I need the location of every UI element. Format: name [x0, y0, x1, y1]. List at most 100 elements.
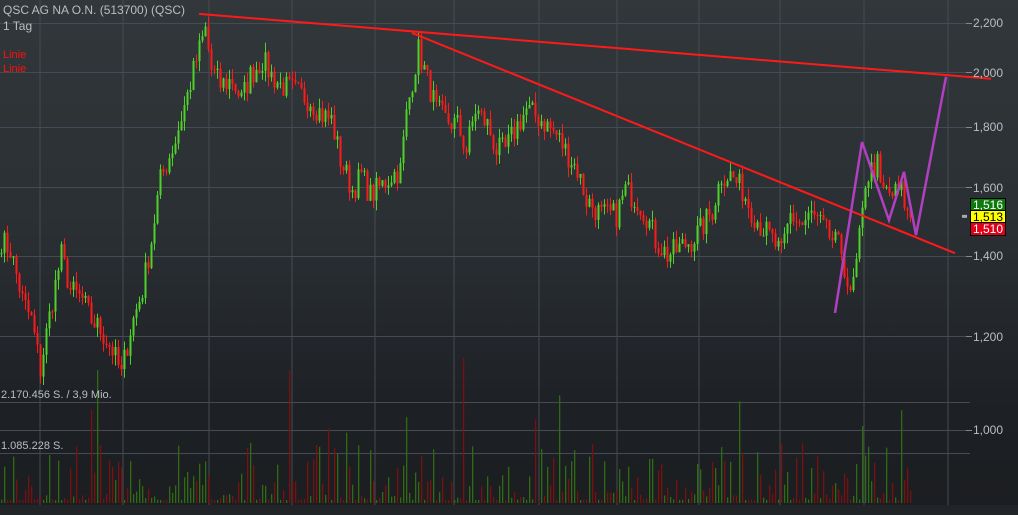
candle	[54, 279, 57, 312]
volume-bar	[823, 471, 825, 503]
candle	[792, 213, 795, 222]
volume-bar	[310, 496, 312, 503]
candle	[327, 110, 330, 119]
candle	[714, 205, 717, 220]
volume-bar	[217, 499, 219, 503]
candle	[672, 239, 675, 255]
volume-bar	[19, 499, 21, 503]
volume-bar	[58, 460, 60, 503]
candle	[192, 60, 195, 90]
volume-bar	[496, 499, 498, 503]
candle	[369, 184, 372, 201]
volume-bar	[37, 499, 39, 503]
volume-bar	[181, 499, 183, 503]
y-tick-label: 1,600	[973, 181, 1004, 195]
candle	[465, 148, 468, 153]
candle	[105, 343, 108, 345]
candle	[762, 235, 765, 237]
candle	[753, 222, 756, 228]
volume-bar	[235, 499, 237, 503]
candle	[468, 126, 471, 153]
volume-bar	[109, 460, 111, 503]
candle	[75, 281, 78, 291]
volume-bar	[718, 485, 720, 503]
trendline	[198, 12, 992, 80]
candle	[300, 82, 303, 89]
volume-bar	[610, 492, 612, 503]
volume-bar	[439, 491, 441, 503]
volume-bar	[445, 499, 447, 503]
candle	[117, 347, 120, 366]
volume-bar	[286, 499, 288, 503]
legend-line-1[interactable]: Linie	[3, 49, 27, 61]
volume-bar	[61, 499, 63, 503]
volume-bar	[712, 462, 714, 503]
volume-bar	[853, 495, 855, 503]
volume-bar	[634, 500, 636, 503]
candle	[60, 244, 63, 271]
candle	[246, 81, 249, 94]
candle	[696, 225, 699, 244]
volume-bar	[529, 476, 531, 503]
candle	[162, 169, 165, 172]
volume-bar	[508, 466, 510, 503]
volume-bar	[403, 465, 405, 503]
candle	[123, 349, 126, 370]
volume-bar	[430, 480, 432, 503]
volume-bar	[502, 475, 504, 503]
volume-bar	[313, 459, 315, 503]
volume-bar	[100, 444, 102, 503]
candle	[423, 64, 426, 70]
volume-bar	[208, 475, 210, 503]
volume-bar	[337, 453, 339, 503]
candle	[612, 203, 615, 211]
volume-bar	[1, 499, 3, 503]
volume-bar	[751, 499, 753, 503]
volume-bar	[493, 497, 495, 503]
legend-line-2[interactable]: Linie	[3, 63, 27, 75]
volume-bar	[121, 467, 123, 503]
volume-bar	[727, 497, 729, 503]
volume-bar	[103, 499, 105, 503]
candle	[366, 170, 369, 201]
candle	[144, 262, 147, 298]
scrollbar-strip[interactable]	[0, 505, 1018, 515]
candle	[645, 220, 648, 228]
volume-bar	[301, 499, 303, 503]
volume-bar	[268, 499, 270, 503]
candle	[486, 119, 489, 126]
candle	[378, 177, 381, 186]
volume-bar	[247, 447, 249, 503]
candle	[801, 222, 804, 226]
candle	[837, 231, 840, 235]
volume-bar	[484, 499, 486, 503]
volume-label-upper: 2.170.456 S. / 3,9 Mio.	[1, 389, 112, 401]
volume-bar	[784, 484, 786, 503]
volume-bar	[685, 487, 687, 503]
volume-bar	[205, 461, 207, 503]
candle	[108, 344, 111, 347]
candle	[81, 293, 84, 298]
volume-bar	[700, 469, 702, 503]
volume-bar	[775, 469, 777, 503]
volume-bar	[526, 499, 528, 503]
volume-bar	[625, 496, 627, 503]
candle	[855, 258, 858, 277]
volume-bar	[655, 499, 657, 503]
volume-bar	[385, 485, 387, 503]
candle	[876, 154, 879, 178]
candle	[156, 195, 159, 224]
candle	[732, 171, 735, 178]
candle	[39, 344, 42, 377]
volume-bar	[361, 495, 363, 503]
candle	[90, 302, 93, 324]
candle	[339, 136, 342, 167]
candle	[315, 114, 318, 121]
candle	[243, 81, 246, 93]
volume-bar	[127, 488, 129, 503]
volume-bar	[790, 499, 792, 503]
candle	[96, 317, 99, 328]
volume-bar	[562, 491, 564, 503]
candle	[660, 253, 663, 256]
